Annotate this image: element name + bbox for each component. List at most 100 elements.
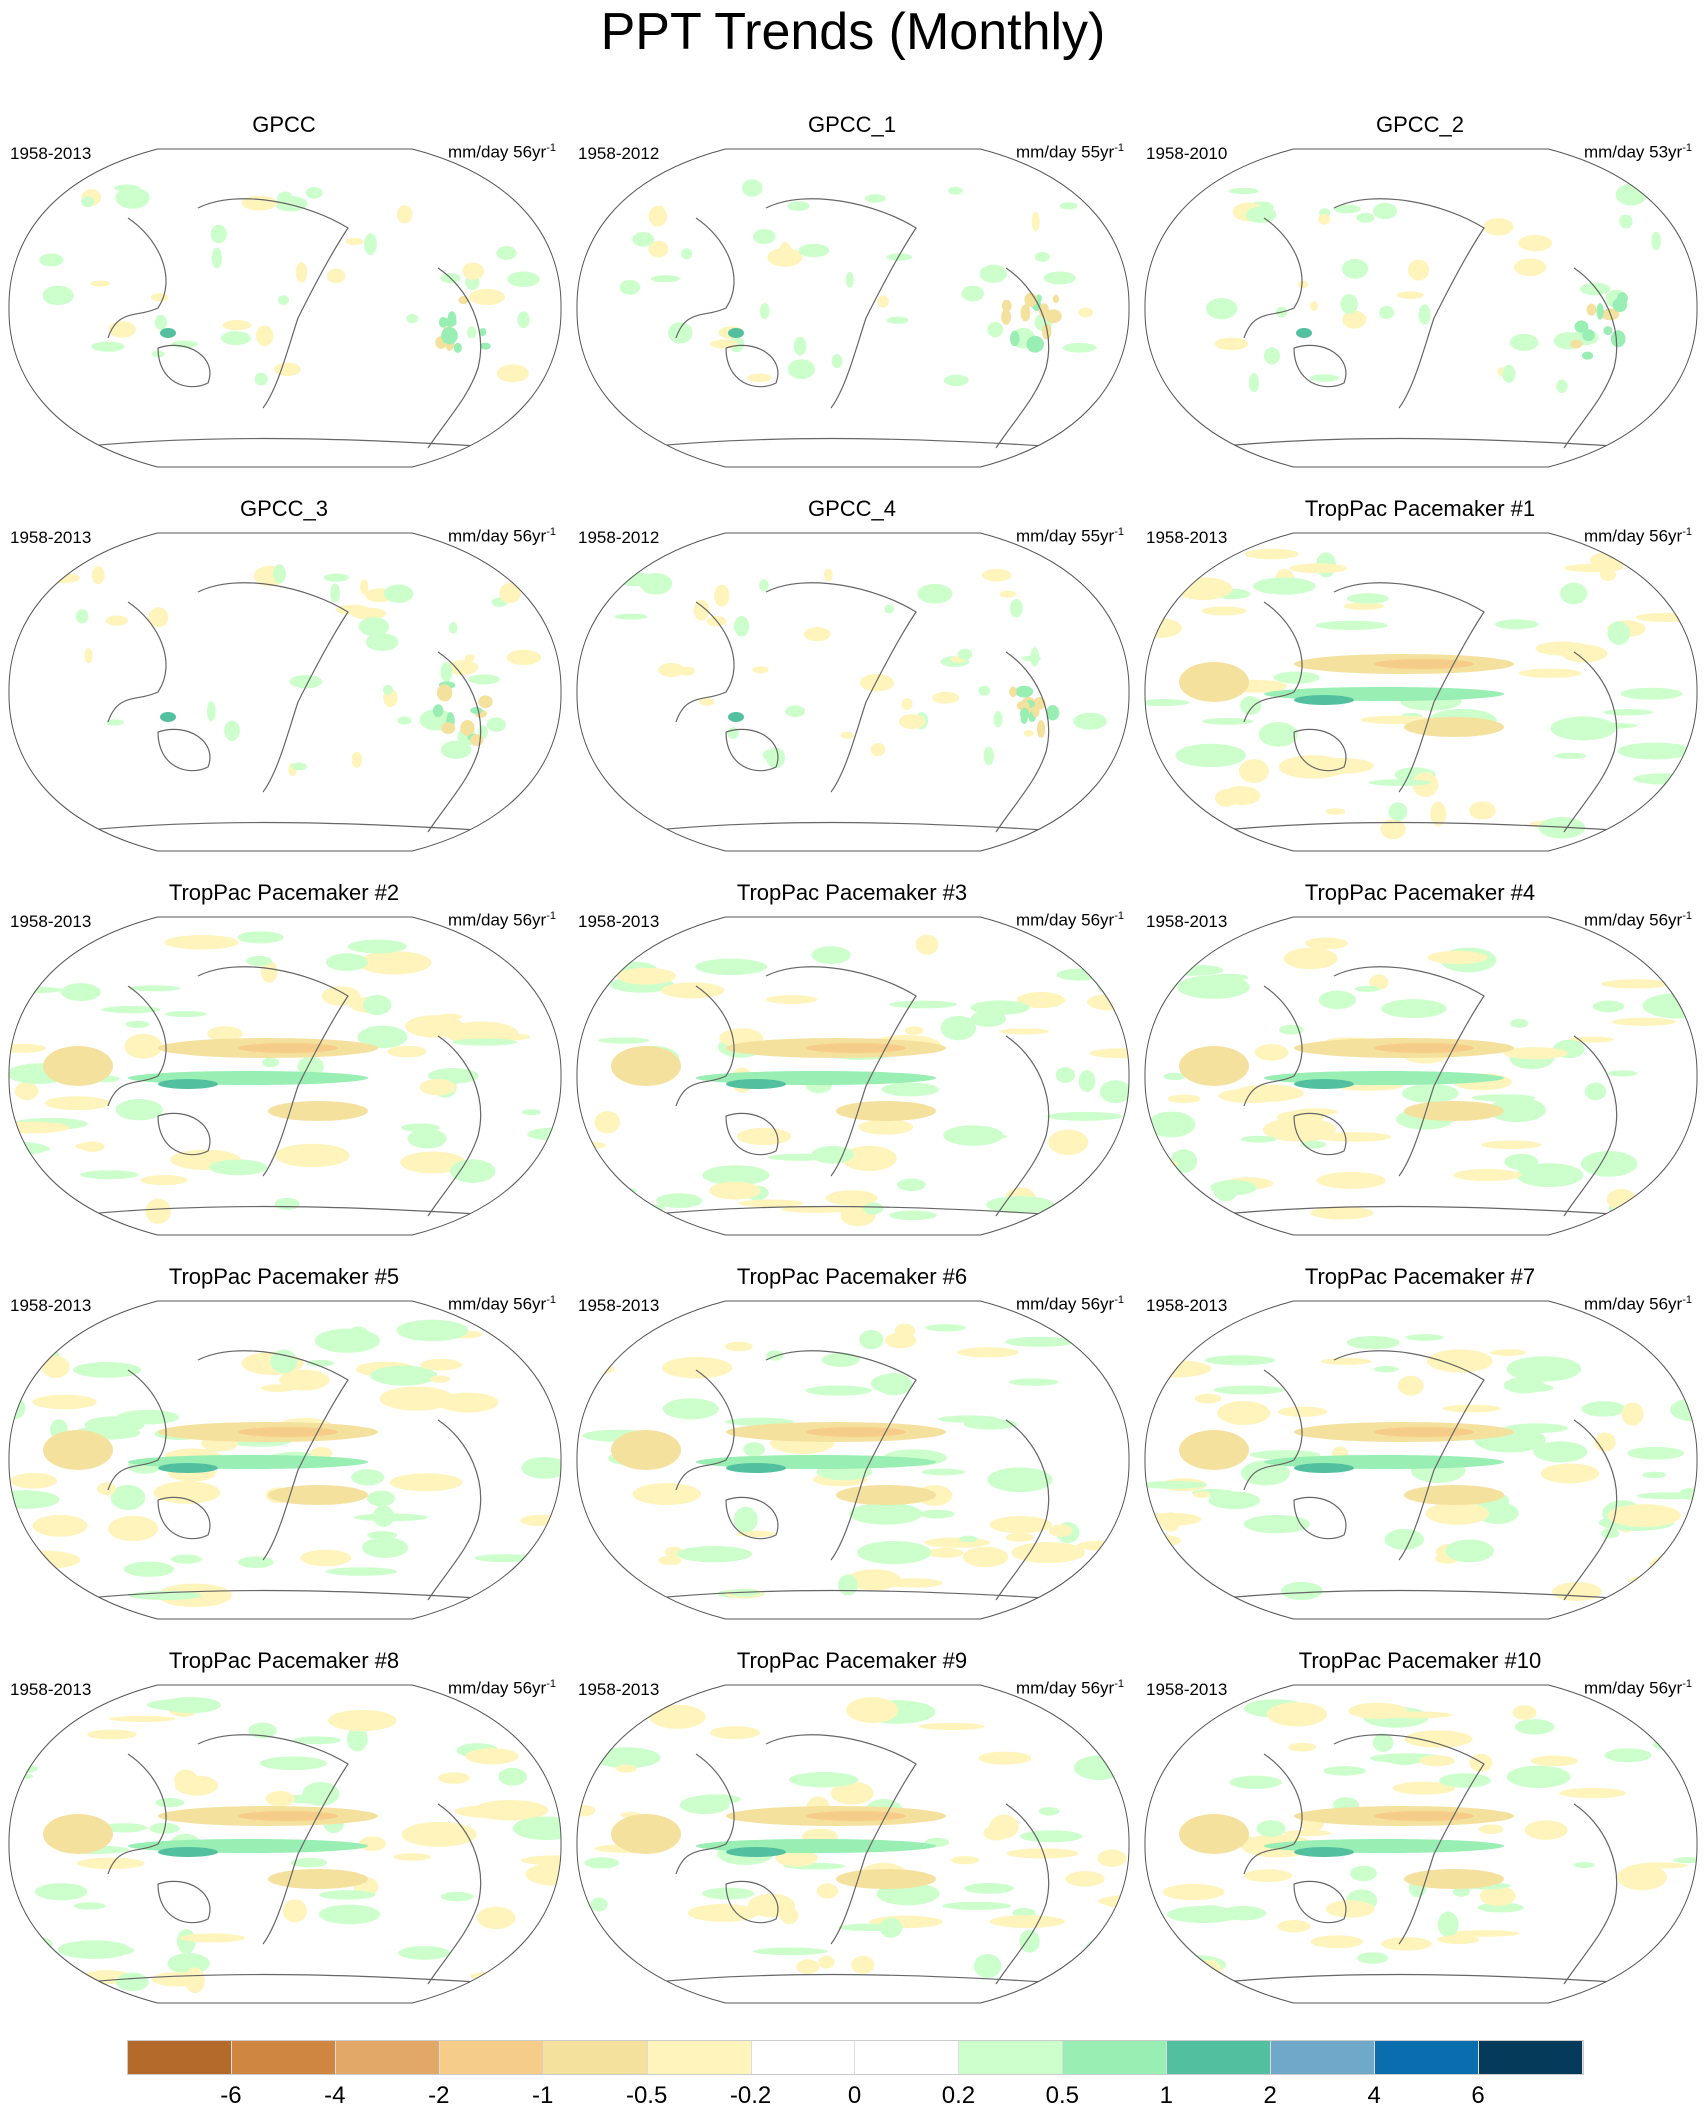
trend-contour: [153, 1481, 221, 1504]
trend-contour: [1209, 973, 1249, 982]
trend-contour: [73, 1902, 106, 1910]
panel-title: TropPac Pacemaker #2: [168, 880, 400, 905]
trend-contour: [1315, 620, 1388, 630]
trend-contour: [1222, 786, 1261, 806]
trend-contour: [367, 1531, 398, 1540]
trend-contour: [841, 1145, 897, 1172]
trend-contour: [265, 1791, 295, 1807]
trend-contour: [1556, 379, 1568, 394]
trend-contour: [1309, 374, 1339, 382]
trend-contour: [747, 1893, 795, 1918]
coastline: [1203, 1973, 1645, 1985]
trend-contour: [702, 1887, 755, 1900]
panel-title: GPCC: [252, 112, 316, 137]
coastline: [107, 1369, 167, 1491]
trend-contour: [1016, 992, 1066, 1009]
robinson-map: [1144, 916, 1698, 1236]
trend-contour: [1055, 1067, 1075, 1084]
trend-contour: [237, 931, 284, 944]
trend-contour: [1649, 1554, 1698, 1578]
trend-contour: [207, 1026, 243, 1041]
trend-contour: [1202, 717, 1254, 725]
trend-contour: [1550, 716, 1616, 741]
trend-contour: [1204, 1355, 1276, 1366]
trend-contour: [825, 1190, 878, 1206]
map-border: [576, 1300, 1130, 1620]
trend-contour: [465, 1748, 519, 1765]
trend-contour: [1098, 1895, 1130, 1907]
trend-contour: [676, 1546, 753, 1563]
trend-contour: [8, 986, 63, 994]
trend-contour: [1427, 1349, 1493, 1373]
trend-contour: [170, 1554, 202, 1564]
trend-contour: [295, 262, 308, 283]
colorbar-box: [1375, 2041, 1479, 2074]
panel-title: TropPac Pacemaker #10: [1298, 1648, 1542, 1673]
trend-contour: [598, 1037, 650, 1044]
trend-contour: [924, 1537, 991, 1548]
coastline: [765, 198, 917, 409]
robinson-map: [8, 532, 562, 852]
trend-contour: [904, 1026, 924, 1035]
trend-contour: [1372, 1733, 1394, 1753]
trend-contour: [105, 615, 128, 626]
trend-contour: [1177, 975, 1250, 999]
trend-contour: [148, 607, 169, 628]
coastline: [675, 985, 735, 1107]
trend-contour: [983, 746, 994, 766]
trend-contour: [710, 1726, 760, 1740]
trend-contour: [291, 762, 308, 771]
trend-contour: [140, 1175, 188, 1186]
trend-contour: [1642, 993, 1698, 1019]
trend-contour: [611, 1814, 681, 1854]
trend-contour: [1174, 577, 1233, 601]
trend-contour: [1214, 337, 1249, 351]
trend-contour: [1570, 339, 1583, 349]
trend-contour: [804, 627, 831, 642]
trend-contour: [1584, 1082, 1607, 1101]
coastline: [427, 1419, 482, 1601]
trend-contour: [632, 1483, 702, 1506]
trend-contour: [1652, 1963, 1685, 1982]
trend-contour: [1404, 1730, 1473, 1748]
trend-contour: [160, 712, 176, 722]
trend-contour: [1479, 1886, 1516, 1907]
trend-contour: [436, 684, 453, 702]
trend-contour: [661, 1356, 733, 1379]
trend-contour: [1263, 347, 1281, 365]
trend-contour: [798, 243, 830, 258]
trend-contour: [737, 1127, 792, 1145]
trend-contour: [1651, 231, 1661, 251]
trend-contour: [759, 579, 769, 592]
trend-contour: [496, 364, 529, 383]
trend-contour: [238, 1427, 338, 1437]
trend-contour: [846, 1697, 899, 1723]
trend-contour: [1161, 964, 1224, 976]
trend-contour: [728, 328, 744, 338]
trend-contour: [943, 1125, 1004, 1146]
trend-contour: [1243, 1514, 1311, 1534]
trend-contour: [1676, 606, 1698, 621]
trend-contour: [1392, 1781, 1456, 1795]
trend-contour: [611, 1430, 681, 1470]
panel-title: TropPac Pacemaker #5: [168, 1264, 400, 1289]
trend-contour: [1294, 695, 1354, 705]
coastline: [1293, 1880, 1347, 1924]
colorbar-box: [231, 2041, 336, 2074]
trend-contour: [959, 1535, 978, 1543]
trend-contour: [1554, 752, 1587, 759]
trend-contour: [1560, 582, 1588, 605]
trend-contour: [321, 986, 361, 1006]
trend-contour: [752, 666, 769, 674]
colorbar-box: [855, 2041, 960, 2074]
trend-contour: [179, 1933, 245, 1943]
trend-contour: [432, 704, 444, 718]
trend-contour: [1086, 993, 1130, 1011]
trend-contour: [1294, 1463, 1354, 1473]
trend-contour: [1238, 758, 1269, 783]
trend-contour: [389, 1473, 463, 1492]
trend-contour: [326, 268, 346, 284]
trend-contour: [1405, 1334, 1444, 1341]
trend-contour: [1506, 1765, 1571, 1789]
trend-contour: [1163, 1072, 1186, 1081]
